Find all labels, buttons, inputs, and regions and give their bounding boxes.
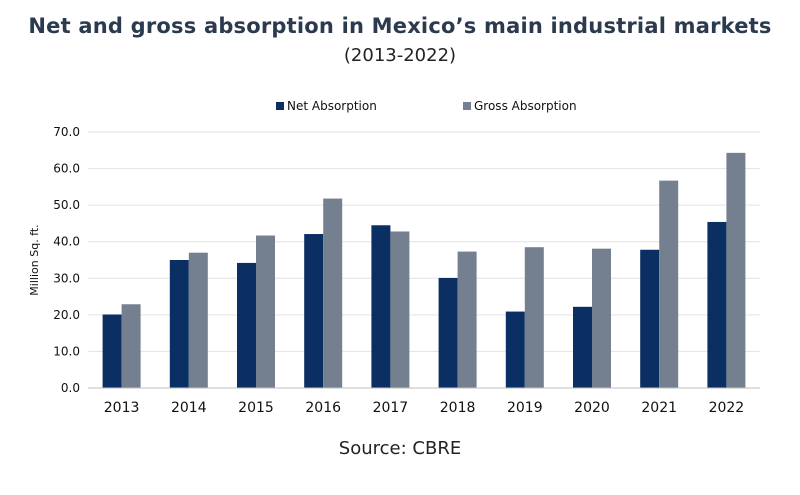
y-tick-label: 70.0 — [53, 125, 80, 139]
net-absorption-bar-2016 — [304, 234, 324, 388]
gross-legend-label: Gross Absorption — [474, 99, 577, 113]
legend: Net Absorption Gross Absorption — [276, 99, 577, 113]
x-tick-label: 2013 — [104, 400, 140, 416]
x-tick-label: 2014 — [171, 400, 207, 416]
gross-absorption-bar-2017 — [390, 231, 410, 388]
net-legend-label: Net Absorption — [287, 99, 377, 113]
y-axis-label: Million Sq. ft. — [28, 224, 41, 295]
gross-absorption-bar-2022 — [726, 152, 746, 388]
net-absorption-bar-2014 — [169, 260, 189, 388]
gross-absorption-bar-2016 — [323, 198, 343, 388]
gross-absorption-bar-2013 — [121, 304, 141, 388]
y-tick-label: 60.0 — [53, 162, 80, 176]
x-tick-label: 2015 — [238, 400, 274, 416]
gross-absorption-bar-2014 — [188, 252, 208, 388]
x-tick-label: 2018 — [440, 400, 476, 416]
gross-absorption-bar-2020 — [592, 248, 611, 388]
y-tick-label: 20.0 — [53, 308, 80, 322]
y-tick-label: 50.0 — [53, 198, 80, 212]
x-tick-label: 2016 — [305, 400, 341, 416]
axes: 0.0 10.0 20.0 30.0 40.0 50.0 60.0 70.0 2013 2014 2… — [53, 125, 760, 416]
gross-absorption-bar-2018 — [457, 251, 477, 388]
net-absorption-bar-2020 — [573, 306, 592, 388]
net-legend-swatch — [276, 102, 284, 110]
y-tick-label: 10.0 — [53, 344, 80, 358]
x-tick-label: 2021 — [641, 400, 677, 416]
x-tick-label: 2022 — [709, 400, 745, 416]
net-absorption-bar-2018 — [438, 277, 458, 388]
gross-absorption-bar-2015 — [256, 235, 275, 388]
net-absorption-bar-2021 — [640, 249, 660, 388]
gross-legend-swatch — [463, 102, 471, 110]
net-absorption-bar-2019 — [505, 311, 525, 388]
y-tick-label: 40.0 — [53, 235, 80, 249]
bars — [102, 152, 746, 388]
net-absorption-bar-2013 — [102, 314, 122, 388]
y-tick-label: 0.0 — [61, 381, 80, 395]
chart-source: Source: CBRE — [338, 438, 462, 459]
gross-absorption-bar-2019 — [524, 247, 544, 388]
x-tick-label: 2019 — [507, 400, 543, 416]
bar-chart: 0.0 10.0 20.0 30.0 40.0 50.0 60.0 70.0 2013 2014 2… — [28, 99, 760, 416]
y-tick-label: 30.0 — [53, 271, 80, 285]
chart-subtitle: (2013-2022) — [343, 45, 457, 66]
net-absorption-bar-2022 — [707, 221, 727, 388]
gross-absorption-bar-2021 — [659, 180, 679, 388]
x-tick-label: 2017 — [373, 400, 409, 416]
chart-title: Net and gross absorption in Mexico’s mai… — [28, 14, 772, 38]
net-absorption-bar-2015 — [237, 262, 256, 388]
net-absorption-bar-2017 — [371, 225, 391, 388]
x-tick-label: 2020 — [574, 400, 610, 416]
